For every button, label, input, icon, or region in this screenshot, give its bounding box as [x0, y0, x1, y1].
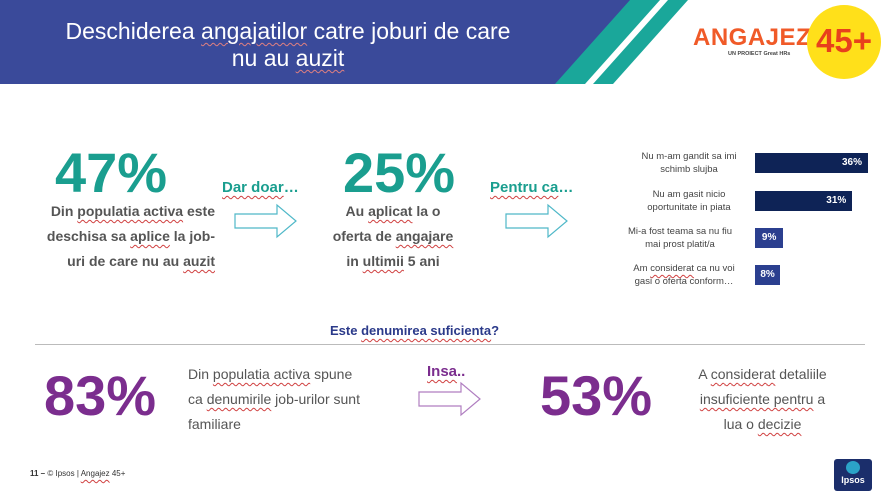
connector-insa: Insa..	[427, 363, 466, 380]
bar: 9%	[755, 228, 784, 248]
bar	[755, 153, 868, 173]
bar-value-label: 31%	[826, 195, 847, 206]
ipsos-logo-text: Ipsos	[841, 475, 865, 485]
divider	[35, 344, 865, 345]
bar	[755, 191, 853, 211]
stat-47-description: Din populatia activa este deschisa sa ap…	[46, 203, 215, 269]
bar-label: Am considerat ca nu voi gasi o oferta con…	[633, 263, 735, 287]
ipsos-logo-dot	[846, 461, 860, 474]
bar-label: Nu am gasit nicio oportunitate in piata	[647, 189, 731, 213]
arrow-right-icon	[505, 203, 568, 239]
logo-subtitle: UN PROIECT Great HRs	[728, 51, 791, 57]
header: Deschiderea angajatilor catre joburi de …	[0, 0, 887, 84]
bar-value-label: 36%	[841, 157, 862, 168]
stat-47: 47%	[55, 141, 168, 204]
angajez-logo: ANGAJEZ	[693, 24, 812, 51]
stat-83: 83%	[44, 364, 157, 427]
stat-83-description: Din populatia activa spune ca denumirile…	[188, 366, 360, 432]
footer: 11 – © Ipsos | Angajez 45+	[30, 469, 126, 478]
arrow-right-icon	[234, 203, 297, 239]
connector-pentru-ca: Pentru ca…	[490, 179, 574, 196]
connector-dar-doar: Dar doar…	[222, 179, 299, 196]
stat-53-description: A considerat detaliile insuficiente pent…	[698, 366, 827, 432]
bar-label: Mi-a fost teama sa nu fiu mai prost plati…	[627, 226, 733, 250]
bar: 8%	[755, 265, 781, 285]
section-question: Este denumirea suficienta?	[330, 323, 500, 338]
stat-25: 25%	[343, 141, 456, 204]
stat-53: 53%	[540, 364, 653, 427]
header-band	[0, 0, 688, 84]
bar-label: Nu m-am gandit sa imi schimb slujba	[641, 151, 737, 175]
logo-circle	[807, 5, 881, 79]
page-title: Deschiderea angajatilor catre joburi de …	[65, 18, 511, 71]
logo-number: 45+	[816, 22, 872, 59]
stat-25-description: Au aplicat la o oferta de angajare in ul…	[332, 203, 454, 269]
arrow-right-icon	[418, 381, 481, 417]
